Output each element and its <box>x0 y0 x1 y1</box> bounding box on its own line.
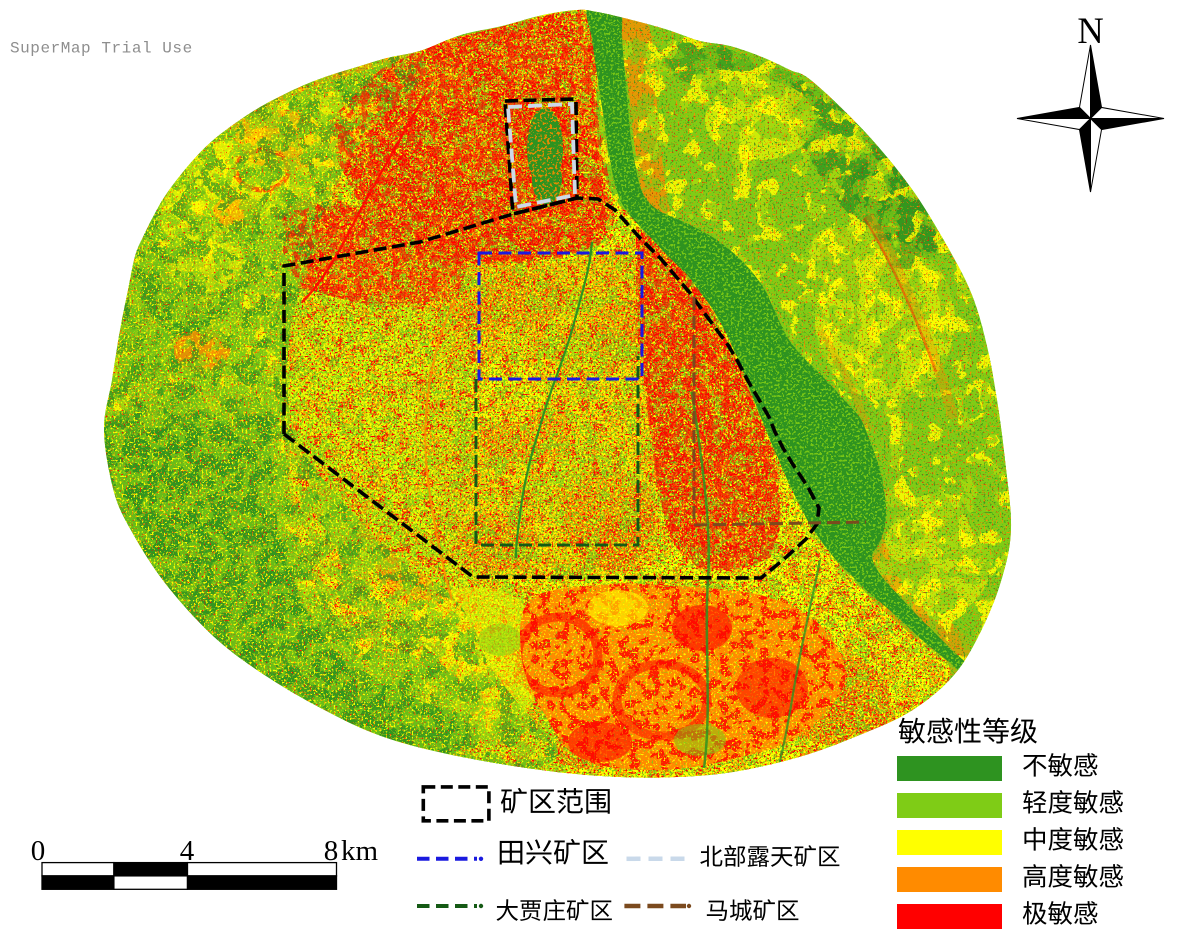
svg-text:8: 8 <box>324 835 339 867</box>
svg-text:0: 0 <box>31 835 46 867</box>
svg-text:4: 4 <box>180 835 195 867</box>
svg-text:SuperMap Trial Use: SuperMap Trial Use <box>10 40 193 58</box>
svg-text:km: km <box>341 835 379 867</box>
svg-text:N: N <box>1077 10 1103 51</box>
